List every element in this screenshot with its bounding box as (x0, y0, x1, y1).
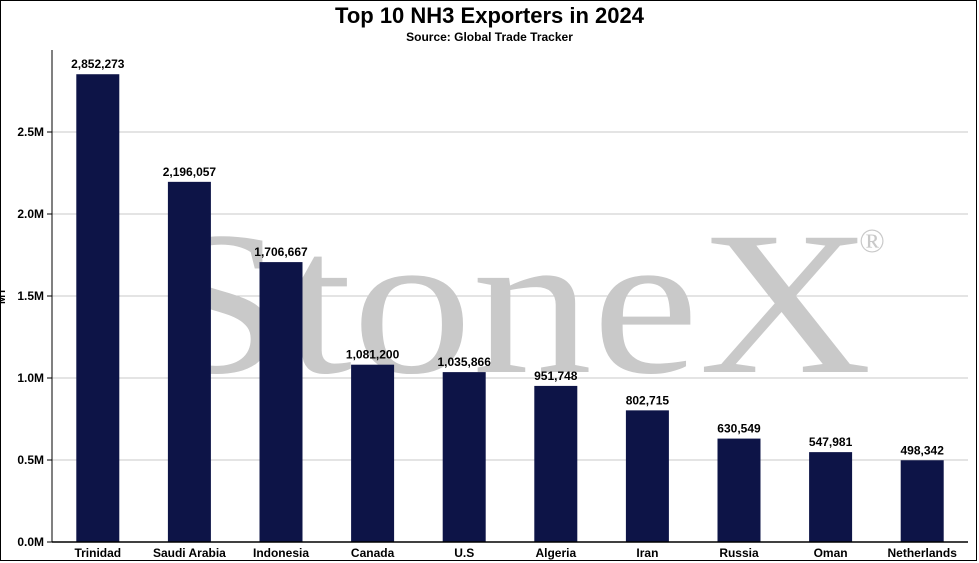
bar (259, 262, 303, 542)
data-label: 2,852,273 (71, 57, 125, 71)
x-tick-label: Algeria (535, 546, 576, 560)
x-tick-label: U.S (454, 546, 474, 560)
bar (534, 385, 578, 542)
y-tick-label: 1.5M (17, 289, 44, 303)
data-label: 630,549 (717, 422, 761, 436)
y-tick-labels: 0.0M 0.5M 1.0M 1.5M 2.0M 2.5M (17, 125, 52, 549)
bar (717, 438, 761, 542)
y-tick-label: 2.5M (17, 125, 44, 139)
data-label: 1,081,200 (346, 348, 400, 362)
y-tick-label: 0.5M (17, 453, 44, 467)
axes (51, 50, 968, 543)
data-label: 2,196,057 (163, 165, 217, 179)
data-label: 1,706,667 (254, 245, 308, 259)
x-tick-label: Saudi Arabia (153, 546, 226, 560)
data-label: 547,981 (809, 435, 853, 449)
bar (900, 460, 944, 542)
chart-subtitle: Source: Global Trade Tracker (406, 30, 573, 44)
x-tick-label: Indonesia (253, 546, 309, 560)
bar (167, 181, 211, 542)
x-tick-label: Canada (351, 546, 395, 560)
x-tick-label: Russia (719, 546, 759, 560)
chart-title: Top 10 NH3 Exporters in 2024 (335, 3, 644, 28)
x-tick-labels: Trinidad Saudi Arabia Indonesia Canada U.S Al… (74, 546, 957, 560)
x-tick-label: Trinidad (74, 546, 121, 560)
x-tick-label: Iran (636, 546, 658, 560)
x-tick-label: Oman (814, 546, 848, 560)
y-tick-label: 0.0M (17, 535, 44, 549)
watermark-registered-mark: ® (859, 223, 885, 260)
y-tick-label: 1.0M (17, 371, 44, 385)
bar (625, 410, 669, 542)
data-label: 1,035,866 (438, 355, 492, 369)
bars (76, 74, 944, 542)
x-tick-label: Netherlands (888, 546, 958, 560)
data-label: 498,342 (901, 443, 945, 457)
bar (351, 364, 395, 542)
data-labels: 2,852,273 2,196,057 1,706,667 1,081,200 1,03… (71, 57, 944, 457)
data-label: 951,748 (534, 369, 578, 383)
bar (442, 372, 486, 542)
bar (809, 452, 853, 542)
y-tick-label: 2.0M (17, 207, 44, 221)
bar (76, 74, 120, 542)
data-label: 802,715 (626, 393, 670, 407)
